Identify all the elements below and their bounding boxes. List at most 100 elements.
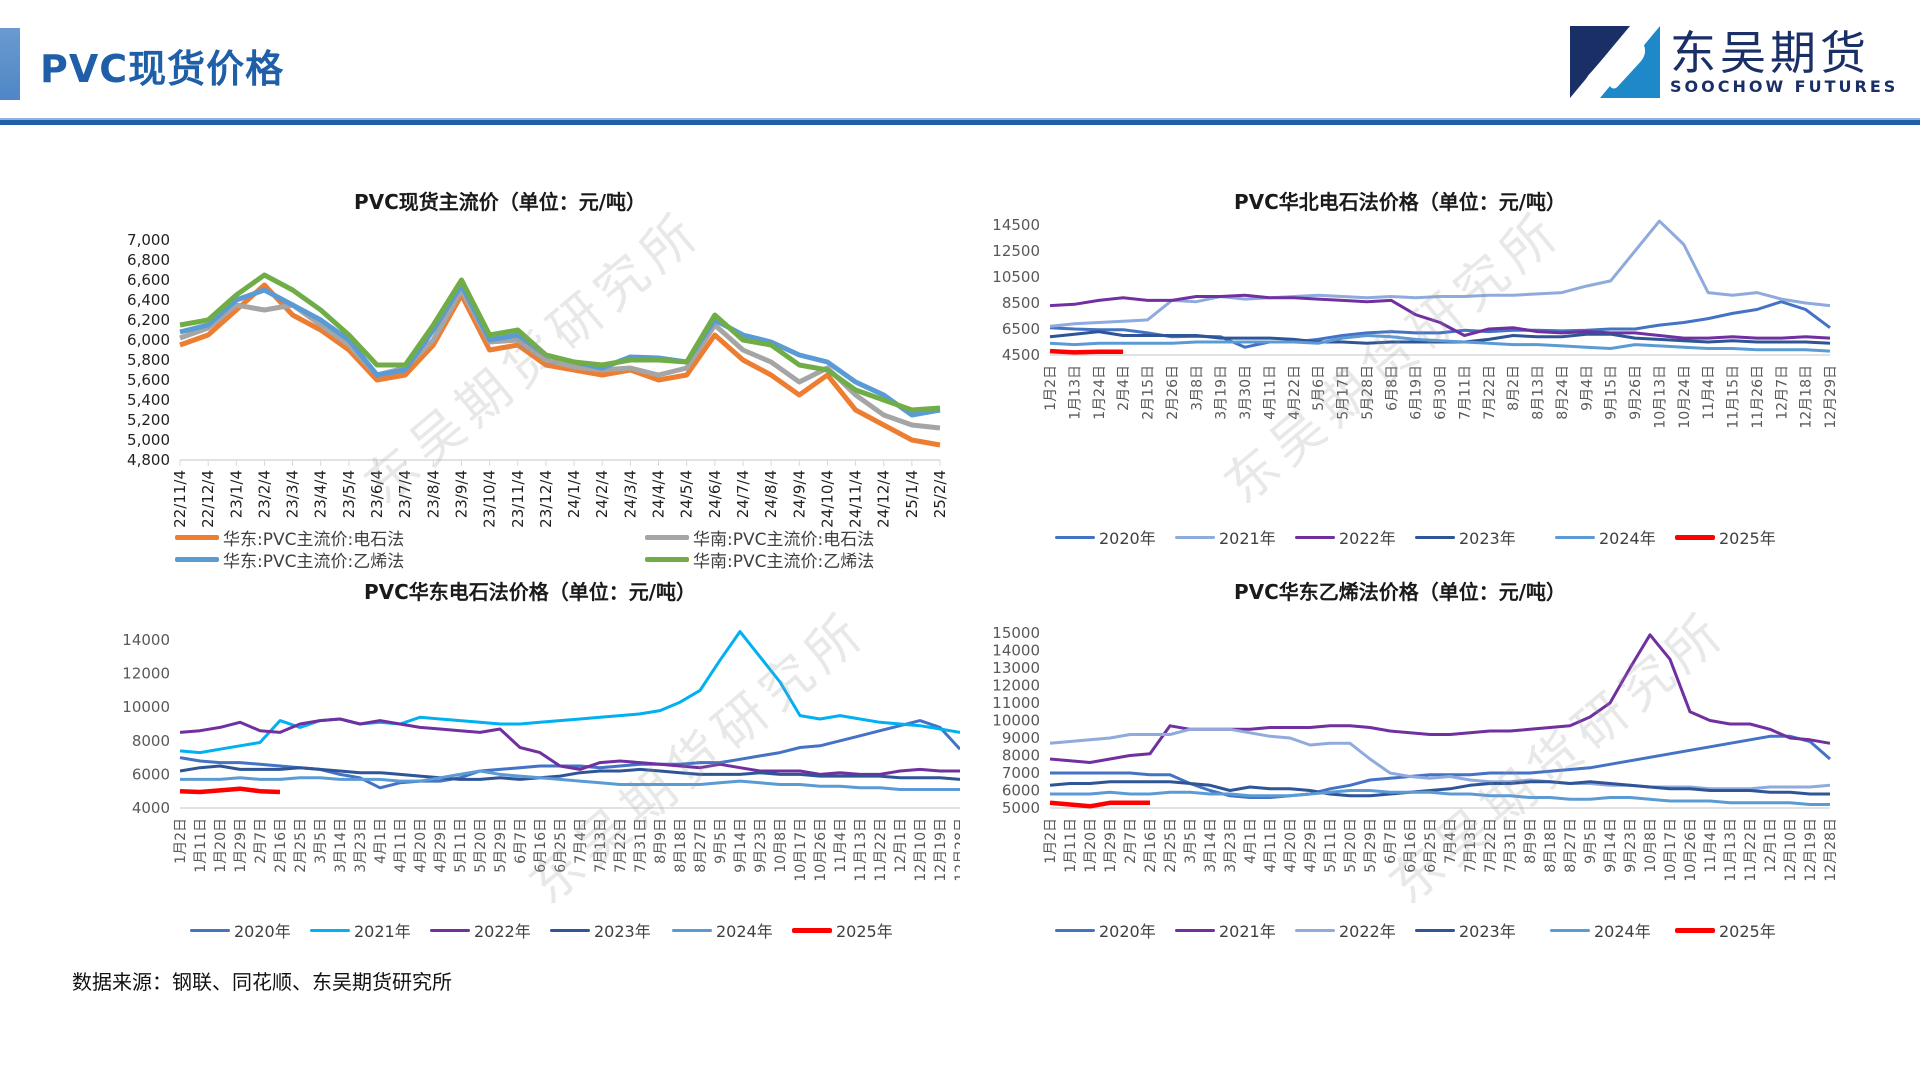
chart-legend: 华东:PVC主流价:电石法 华南:PVC主流价:电石法 华东:PVC主流价:乙烯法 华… (100, 525, 960, 575)
legend-item: 华东:PVC主流价:电石法 (175, 525, 404, 550)
x-tick-label: 6月25日 (1423, 818, 1439, 873)
y-tick-label: 4,800 (127, 451, 170, 469)
legend-label: 2024年 (1599, 529, 1656, 548)
x-tick-label: 8月24日 (1555, 365, 1571, 420)
legend-label: 2021年 (354, 922, 411, 941)
y-tick-label: 5,200 (127, 411, 170, 429)
x-tick-label: 23/1/4 (227, 470, 245, 518)
x-tick-label: 8月18日 (673, 818, 689, 873)
x-tick-label: 4月1日 (373, 818, 389, 864)
legend-swatch-icon (430, 928, 470, 932)
series-line (179, 282, 941, 418)
x-tick-label: 12月10日 (913, 818, 929, 882)
legend-label: 2020年 (1099, 529, 1156, 548)
x-tick-label: 8月9日 (1523, 818, 1539, 864)
x-tick-label: 23/5/4 (340, 470, 358, 518)
y-tick-label: 6,800 (127, 251, 170, 269)
x-tick-label: 6月8日 (1384, 365, 1400, 411)
x-tick-label: 5月11日 (453, 818, 469, 873)
x-tick-label: 4月11日 (1263, 818, 1279, 873)
x-tick-label: 23/4/4 (312, 470, 330, 518)
x-tick-label: 1月2日 (173, 818, 189, 864)
legend-swatch-icon (1055, 928, 1095, 932)
x-tick-label: 8月27日 (693, 818, 709, 873)
x-tick-label: 4月20日 (413, 818, 429, 873)
x-tick-label: 4月29日 (433, 818, 449, 873)
x-tick-label: 10月17日 (793, 818, 809, 882)
x-tick-label: 4月29日 (1303, 818, 1319, 873)
series-line (1050, 789, 1830, 806)
y-tick-label: 11000 (992, 694, 1040, 712)
y-tick-label: 13000 (992, 659, 1040, 677)
legend-item: 2024年 (1550, 918, 1651, 942)
chart-title: PVC华北电石法价格（单位：元/吨） (1233, 190, 1567, 214)
x-tick-label: 24/5/4 (678, 470, 696, 518)
x-tick-label: 11月4日 (1703, 818, 1719, 873)
soochow-logo-icon (1570, 26, 1660, 98)
x-tick-label: 24/1/4 (565, 470, 583, 518)
y-tick-label: 4500 (1002, 346, 1040, 364)
y-tick-label: 15000 (992, 624, 1040, 642)
x-tick-label: 6月7日 (513, 818, 529, 864)
series-line (179, 272, 941, 413)
x-tick-label: 9月14日 (1603, 818, 1619, 873)
x-tick-label: 4月20日 (1283, 818, 1299, 873)
legend-label: 2021年 (1219, 922, 1276, 941)
x-tick-label: 23/10/4 (481, 470, 499, 528)
x-tick-label: 23/7/4 (396, 470, 414, 518)
chart-east-carbide-price: PVC华东电石法价格（单位：元/吨） 4000 6000 8000 10000 1200… (100, 570, 960, 950)
x-tick-label: 23/3/4 (284, 470, 302, 518)
legend-label: 2021年 (1219, 529, 1276, 548)
x-tick-label: 1月2日 (1043, 818, 1059, 864)
x-tick-label: 6月16日 (533, 818, 549, 873)
x-tick-label: 2月16日 (273, 818, 289, 873)
series-line (1050, 734, 1831, 799)
series-line (179, 764, 960, 781)
legend-item: 2023年 (550, 918, 651, 942)
x-tick-label: 23/9/4 (452, 470, 470, 518)
x-tick-label: 9月5日 (1583, 818, 1599, 864)
legend-swatch-icon (1295, 928, 1335, 932)
y-tick-label: 12500 (992, 242, 1040, 260)
x-tick-label: 5月20日 (473, 818, 489, 873)
company-logo: 东吴期货 SOOCHOW FUTURES (1570, 26, 1898, 98)
legend-item: 华东:PVC主流价:乙烯法 (175, 547, 404, 572)
y-tick-label: 6,400 (127, 291, 170, 309)
x-tick-label: 9月26日 (1628, 365, 1644, 420)
legend-item: 2025年 (1675, 525, 1776, 549)
logo-chinese-name: 东吴期货 (1670, 26, 1870, 80)
x-tick-label: 24/8/4 (762, 470, 780, 518)
x-tick-label: 22/11/4 (171, 470, 189, 528)
x-tick-label: 10月8日 (773, 818, 789, 873)
x-tick-label: 7月11日 (1457, 365, 1473, 420)
y-tick-label: 8000 (1002, 747, 1040, 765)
legend-item: 华南:PVC主流价:电石法 (645, 525, 874, 550)
y-tick-label: 7,000 (127, 231, 170, 249)
legend-swatch-icon (645, 535, 689, 540)
x-tick-label: 12月1日 (893, 818, 909, 873)
x-tick-label: 6月16日 (1403, 818, 1419, 873)
x-tick-label: 7月22日 (613, 818, 629, 873)
y-tick-label: 5,000 (127, 431, 170, 449)
legend-label: 2023年 (1459, 529, 1516, 548)
x-tick-label: 4月11日 (393, 818, 409, 873)
x-tick-label: 1月2日 (1043, 365, 1059, 411)
series-line (179, 717, 960, 776)
y-tick-label: 10500 (992, 268, 1040, 286)
x-tick-label: 7月4日 (573, 818, 589, 864)
x-tick-label: 12月28日 (953, 818, 960, 882)
legend-swatch-icon (1415, 928, 1455, 932)
x-tick-label: 9月14日 (733, 818, 749, 873)
x-tick-label: 2月4日 (1116, 365, 1132, 411)
x-tick-label: 7月22日 (1482, 365, 1498, 420)
x-tick-label: 11月4日 (833, 818, 849, 873)
x-tick-label: 7月31日 (633, 818, 649, 873)
y-tick-label: 5000 (1002, 799, 1040, 817)
x-tick-label: 10月26日 (813, 818, 829, 882)
x-tick-label: 1月20日 (213, 818, 229, 873)
legend-label: 2020年 (234, 922, 291, 941)
legend-label: 2022年 (1339, 922, 1396, 941)
data-source-note: 数据来源：钢联、同花顺、东吴期货研究所 (72, 970, 452, 994)
chart-plot-area: 4500 6500 8500 10500 12500 14500 1月2日 1月13日 1月24… (992, 216, 1839, 429)
legend-item: 2020年 (190, 918, 291, 942)
